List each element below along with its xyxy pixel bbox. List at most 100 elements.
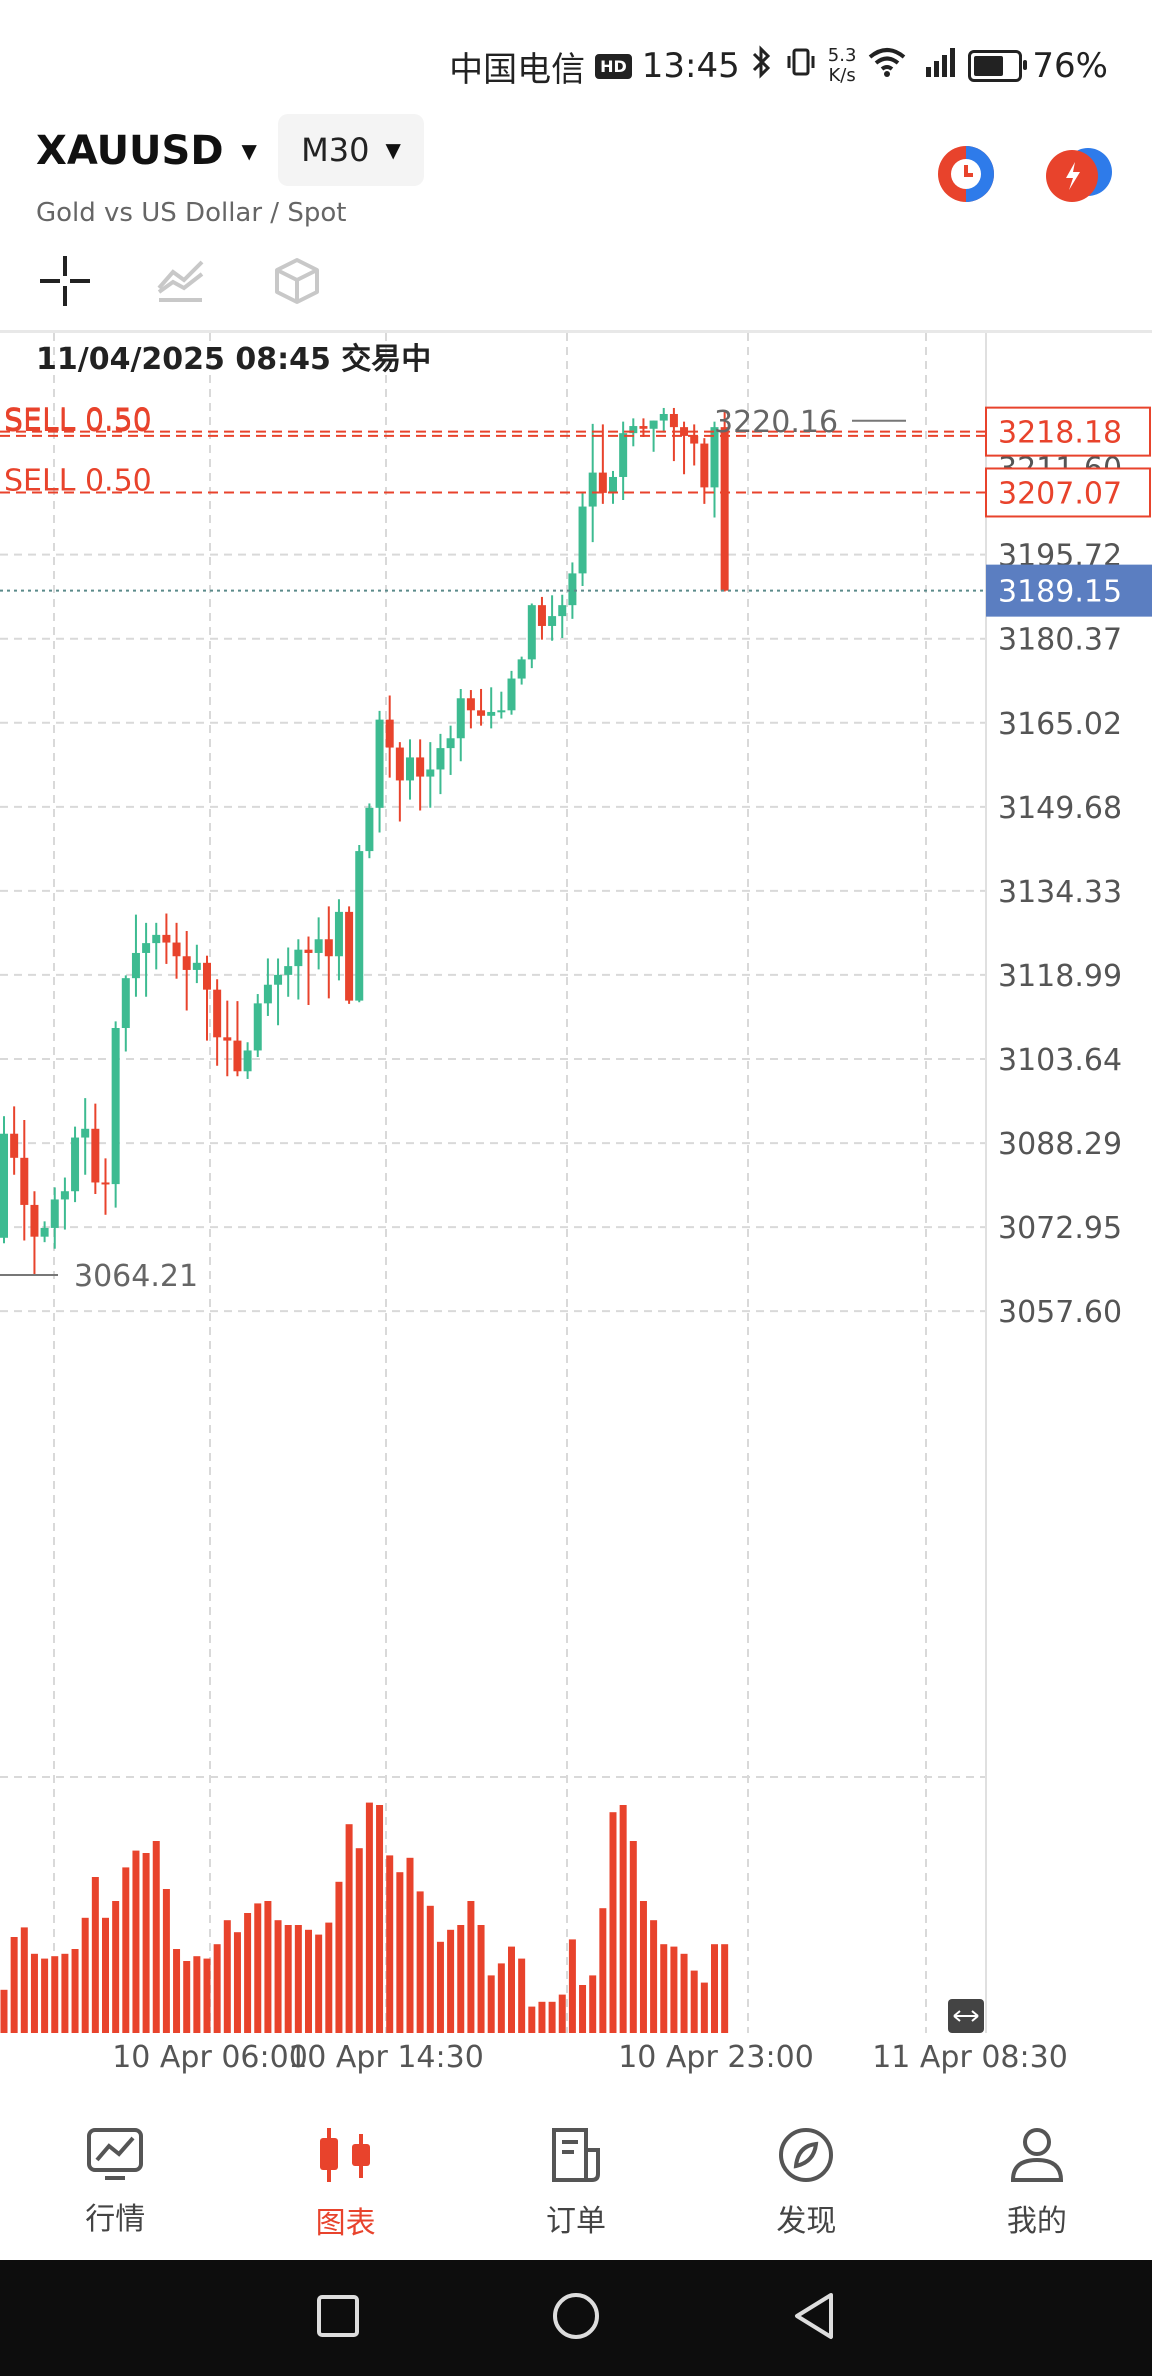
crosshair-icon[interactable]: [36, 252, 94, 310]
candle-up: [263, 984, 272, 1004]
candle-up: [629, 426, 638, 434]
timeframe-selector[interactable]: M30 ▼: [278, 114, 424, 186]
volume-bar: [436, 1941, 444, 2033]
time-tick-label: 11 Apr 08:30: [872, 2040, 1068, 2075]
price-tick-label: 3072.95: [998, 1211, 1122, 1246]
symbol-selector[interactable]: XAUUSD ▼: [36, 128, 257, 174]
volume-bar: [477, 1925, 485, 2033]
volume-bar: [518, 1958, 526, 2033]
system-nav-bar: [0, 2260, 1152, 2376]
candle-up: [710, 427, 719, 488]
resize-arrows-icon: [953, 2010, 979, 2022]
candle-up: [527, 605, 536, 660]
volume-bar: [355, 1848, 363, 2033]
candle-up: [294, 949, 303, 967]
candle-up: [131, 952, 140, 979]
volume-bar: [721, 1944, 729, 2033]
tab-label: 图表: [315, 2206, 376, 2241]
user-profile-icon: [1007, 2126, 1067, 2188]
candle-up: [142, 943, 151, 953]
volume-bar: [558, 1994, 566, 2033]
home-icon[interactable]: [551, 2291, 601, 2345]
tab-profile[interactable]: 我的: [922, 2104, 1152, 2260]
status-bar: 中国电信 HD 13:45 5.3 K/s 76%: [0, 0, 1152, 120]
candle-up: [497, 710, 506, 713]
volume-bar: [487, 1975, 495, 2033]
market-chart-icon: [85, 2126, 145, 2186]
time-tick-label: 10 Apr 23:00: [618, 2040, 814, 2075]
cube-objects-icon[interactable]: [268, 252, 326, 310]
volume-bar: [30, 1953, 38, 2033]
bluetooth-icon: [750, 44, 774, 88]
chart-grid: 3195.723180.373165.023149.683134.333118.…: [0, 333, 1122, 2033]
volume-bar: [213, 1944, 221, 2033]
clock-trade-icon[interactable]: [934, 142, 998, 210]
volume-bar: [0, 1989, 8, 2033]
price-tick-label: 3180.37: [998, 623, 1122, 658]
volume-bar: [244, 1913, 252, 2033]
candle-up: [355, 851, 364, 1001]
volume-bar: [406, 1857, 414, 2033]
candle-down: [182, 956, 191, 970]
candle-up: [81, 1128, 90, 1138]
cellular-signal-icon: [918, 45, 958, 88]
volume-bar: [41, 1958, 49, 2033]
current-price-label: 3189.15: [998, 575, 1122, 610]
candle-up: [649, 420, 658, 429]
price-tick-label: 3134.33: [998, 875, 1122, 910]
volume-bar: [670, 1946, 678, 2033]
candle-down: [680, 427, 689, 436]
candle-up: [487, 711, 496, 716]
candle-down: [91, 1128, 100, 1183]
volume-bar: [203, 1958, 211, 2033]
candle-up: [111, 1028, 120, 1185]
volume-bar: [386, 1855, 394, 2033]
candle-up: [588, 472, 597, 507]
candle-down: [395, 747, 404, 781]
candle-down: [203, 962, 211, 990]
price-chart[interactable]: 3195.723180.373165.023149.683134.333118.…: [0, 333, 1152, 2103]
candle-up: [568, 573, 577, 606]
candle-up: [121, 978, 130, 1029]
volume-bar: [122, 1867, 130, 2033]
recent-apps-icon[interactable]: [315, 2293, 361, 2343]
volume-bar: [91, 1877, 99, 2033]
tab-chart[interactable]: 图表: [230, 2104, 460, 2260]
volume-bar: [132, 1850, 140, 2033]
candle-down: [345, 911, 354, 1001]
symbol-description: Gold vs US Dollar / Spot: [36, 198, 347, 228]
candle-down: [162, 934, 171, 943]
candle-down: [466, 698, 475, 711]
volume-bar: [579, 1985, 587, 2033]
battery-percent: 76%: [1032, 46, 1108, 86]
volume-bar: [589, 1975, 597, 2033]
volume-bar: [142, 1853, 150, 2033]
tab-market[interactable]: 行情: [0, 2104, 230, 2260]
candle-down: [101, 1182, 110, 1185]
volume-bar: [112, 1901, 120, 2033]
tab-orders[interactable]: 订单: [461, 2104, 691, 2260]
volume-bar: [629, 1841, 637, 2033]
quick-trade-icon[interactable]: [1042, 142, 1116, 210]
volume-bar: [457, 1925, 465, 2033]
order-price-tag: [985, 406, 1151, 457]
volume-bar: [609, 1812, 617, 2033]
volume-bar: [51, 1956, 59, 2033]
candle-up: [243, 1050, 252, 1072]
candle-up: [40, 1227, 49, 1237]
volume-bar: [102, 1917, 109, 2033]
candle-up: [456, 698, 465, 739]
vibrate-icon: [784, 45, 818, 88]
volume-bar: [223, 1920, 231, 2033]
candle-up: [284, 966, 293, 975]
volume-bar: [508, 1946, 515, 2033]
discover-compass-icon: [776, 2126, 836, 2188]
indicator-icon[interactable]: [152, 252, 210, 310]
back-icon[interactable]: [791, 2291, 837, 2345]
volume-bar: [396, 1872, 404, 2033]
candle-down: [639, 426, 648, 429]
tab-discover[interactable]: 发现: [691, 2104, 921, 2260]
network-speed: 5.3 K/s: [827, 45, 857, 86]
volume-bar: [81, 1917, 89, 2033]
candle-up: [274, 974, 283, 985]
